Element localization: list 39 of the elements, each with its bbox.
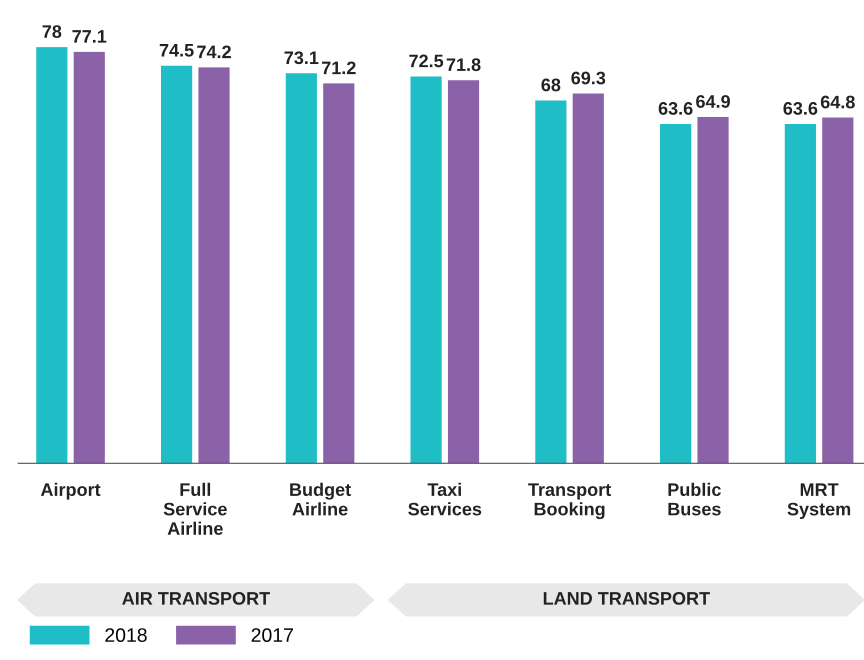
x-tick-label: MRT System (787, 483, 850, 520)
x-tick-label: Transport Booking (528, 483, 611, 520)
bar (74, 52, 105, 464)
bar (286, 73, 317, 464)
bar (822, 118, 854, 464)
data-label: 71.8 (446, 58, 481, 72)
data-label: 73.1 (284, 51, 318, 64)
bar (198, 67, 230, 464)
bar (697, 117, 729, 464)
x-tick-label: Airport (40, 482, 100, 500)
data-label: 64.9 (696, 95, 730, 108)
data-label: 64.8 (820, 96, 855, 108)
bar (572, 94, 604, 464)
bar (660, 124, 692, 464)
bar (410, 76, 442, 464)
x-tick-label: Taxi Services (408, 482, 482, 516)
data-label: 63.6 (658, 102, 693, 115)
text: AIR TRANSPORT (122, 592, 270, 605)
data-label: 63.6 (783, 102, 818, 115)
x-tick-label: Public Buses (668, 482, 721, 516)
x-tick-label: Full Service Airline (164, 482, 227, 535)
data-label: 78 (42, 25, 62, 38)
text: LAND TRANSPORT (544, 592, 710, 605)
data-label: 68 (541, 78, 560, 92)
data-label: 77.1 (72, 30, 106, 43)
data-label: 69.3 (571, 72, 606, 84)
bar (160, 66, 192, 464)
legend-label: 2018 (105, 628, 147, 642)
bar (535, 100, 566, 464)
data-label: 74.5 (160, 44, 194, 57)
data-label: 72.5 (409, 54, 444, 68)
x-tick-label: Budget Airline (290, 482, 351, 516)
bar (784, 124, 816, 464)
data-label: 71.2 (322, 61, 356, 74)
legend-label: 2017 (252, 628, 293, 642)
data-label: 74.2 (197, 45, 231, 58)
bar (36, 47, 68, 464)
bar (323, 83, 354, 464)
bar (448, 80, 480, 464)
